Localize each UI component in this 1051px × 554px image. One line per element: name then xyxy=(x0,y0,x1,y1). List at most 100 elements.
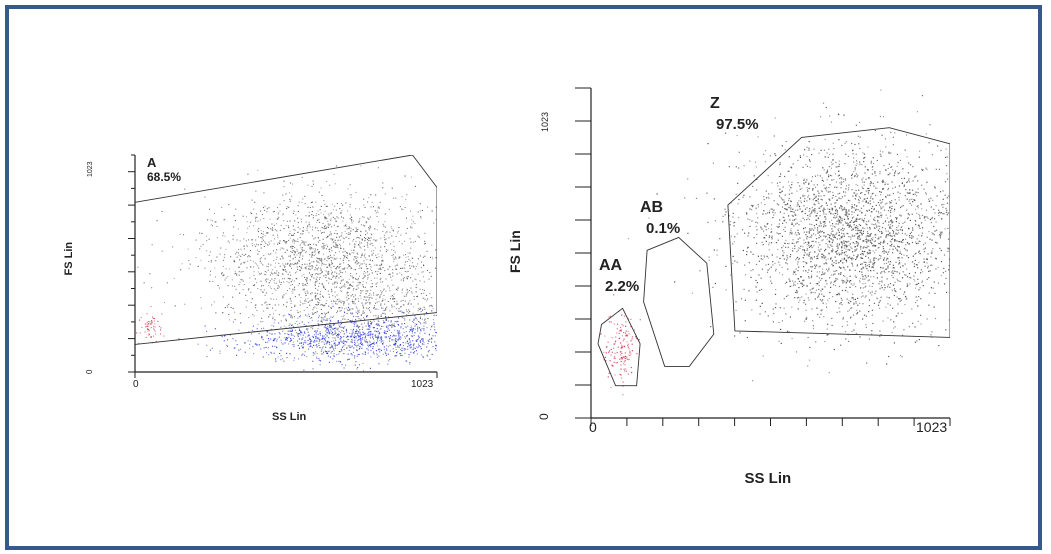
data-point-blue xyxy=(316,353,318,355)
data-point-blue xyxy=(367,344,369,346)
data-point-gray xyxy=(825,172,827,174)
data-point-gray xyxy=(284,266,286,268)
data-point-gray xyxy=(844,179,847,181)
data-point-blue xyxy=(435,350,437,352)
data-point-gray xyxy=(255,220,257,222)
data-point-gray xyxy=(813,148,815,150)
data-point-gray xyxy=(876,215,878,217)
data-point-gray xyxy=(792,280,794,282)
data-point-gray xyxy=(232,307,234,309)
data-point-gray xyxy=(215,260,217,262)
data-point-gray xyxy=(318,285,320,287)
data-point-gray xyxy=(875,194,877,197)
data-point-gray xyxy=(409,260,411,262)
data-point-blue xyxy=(326,319,328,321)
data-point-gray xyxy=(384,239,386,241)
data-point-blue xyxy=(420,346,422,348)
data-point-gray xyxy=(423,325,425,327)
data-point-blue xyxy=(292,338,294,340)
data-point-blue xyxy=(399,353,401,355)
data-point-gray xyxy=(323,246,325,248)
data-point-gray xyxy=(827,156,829,158)
data-point-gray xyxy=(265,301,267,303)
data-point-gray xyxy=(942,213,944,215)
data-point-gray xyxy=(328,282,330,284)
data-point-gray xyxy=(946,291,948,293)
data-point-blue xyxy=(340,336,342,338)
data-point-blue xyxy=(428,350,430,352)
data-point-gray xyxy=(254,284,256,286)
data-point-gray xyxy=(201,232,203,234)
data-point-gray xyxy=(873,224,875,226)
data-point-gray xyxy=(358,318,360,320)
data-point-gray xyxy=(213,212,215,214)
data-point-gray xyxy=(278,279,280,281)
data-point-gray xyxy=(241,262,243,264)
data-point-gray xyxy=(887,167,889,170)
data-point-gray xyxy=(282,315,284,317)
data-point-blue xyxy=(326,352,328,354)
data-point-gray xyxy=(761,288,763,291)
data-point-gray xyxy=(807,365,809,367)
data-point-gray xyxy=(344,286,346,288)
data-point-gray xyxy=(836,270,838,272)
data-point-gray xyxy=(354,231,356,233)
data-point-gray xyxy=(836,253,838,255)
data-point-gray xyxy=(805,303,807,305)
data-point-gray xyxy=(228,268,230,270)
data-point-blue xyxy=(340,326,342,328)
data-point-gray xyxy=(320,187,322,189)
data-point-gray xyxy=(767,263,770,265)
data-point-gray xyxy=(419,318,421,320)
data-point-gray xyxy=(847,199,850,201)
data-point-gray xyxy=(325,302,327,304)
data-point-gray xyxy=(392,269,394,271)
data-point-blue xyxy=(376,353,378,355)
data-point-blue xyxy=(384,336,386,338)
data-point-blue xyxy=(357,316,359,318)
data-point-blue xyxy=(280,326,282,328)
data-point-gray xyxy=(283,278,285,280)
data-point-gray xyxy=(343,225,345,227)
data-point-gray xyxy=(808,232,810,234)
data-point-blue xyxy=(317,337,319,339)
data-point-gray xyxy=(887,224,890,226)
data-point-blue xyxy=(299,329,301,331)
data-point-gray xyxy=(732,243,734,245)
data-point-gray xyxy=(797,261,799,263)
data-point-gray xyxy=(748,232,750,234)
data-point-gray xyxy=(434,326,436,328)
data-point-gray xyxy=(330,218,332,220)
data-point-gray xyxy=(395,197,397,199)
data-point-gray xyxy=(293,250,295,252)
data-point-gray xyxy=(363,273,365,275)
data-point-gray xyxy=(890,152,892,154)
data-point-blue xyxy=(319,347,321,349)
data-point-gray xyxy=(356,259,358,261)
data-point-gray xyxy=(222,296,224,298)
data-point-gray xyxy=(351,313,353,315)
data-point-gray xyxy=(829,199,831,201)
data-point-blue xyxy=(275,360,277,362)
data-point-blue xyxy=(352,322,354,324)
data-point-gray xyxy=(744,320,746,322)
data-point-gray xyxy=(760,258,762,260)
data-point-gray xyxy=(309,268,311,270)
data-point-gray xyxy=(402,312,404,314)
data-point-gray xyxy=(816,255,818,258)
data-point-gray xyxy=(351,194,353,196)
data-point-gray xyxy=(349,206,351,208)
data-point-gray xyxy=(892,192,894,195)
data-point-blue xyxy=(370,349,372,351)
data-point-gray xyxy=(420,293,422,295)
data-point-gray xyxy=(775,288,777,291)
data-point-gray xyxy=(270,288,272,290)
data-point-gray xyxy=(295,214,297,216)
data-point-gray xyxy=(320,273,322,275)
data-point-gray xyxy=(331,263,333,265)
data-point-gray xyxy=(815,200,817,202)
data-point-gray xyxy=(401,292,403,294)
data-point-gray xyxy=(377,345,379,347)
data-point-gray xyxy=(904,295,907,298)
data-point-red xyxy=(141,326,143,328)
